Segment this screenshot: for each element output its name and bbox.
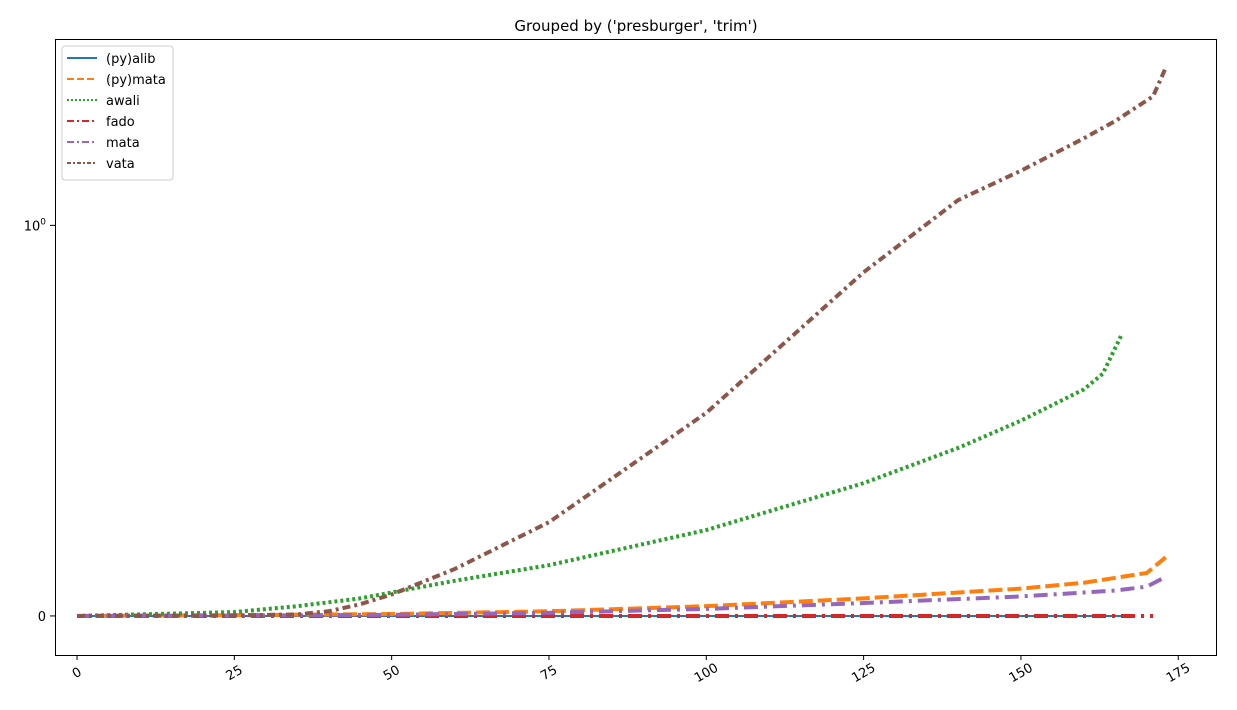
- legend: (py)alib (py)mata awali fado mata vata: [61, 45, 174, 181]
- series-line-mata: [77, 575, 1167, 618]
- legend-label: (py)alib: [106, 52, 156, 67]
- y-axis: 0 100: [24, 217, 55, 625]
- series-line-awali: [76, 333, 1124, 618]
- legend-label: fado: [106, 115, 135, 130]
- legend-label: awali: [106, 94, 140, 109]
- x-tick-label: 50: [381, 663, 403, 684]
- legend-label: vata: [106, 157, 135, 172]
- series-layer: [76, 67, 1168, 618]
- x-tick-label: 25: [224, 663, 246, 684]
- legend-label: mata: [106, 136, 140, 151]
- legend-label: (py)mata: [106, 73, 166, 88]
- y-tick-label: 0: [38, 610, 46, 625]
- plot-frame: [55, 39, 1217, 656]
- x-tick-label: 75: [538, 663, 560, 684]
- chart-title: Grouped by ('presburger', 'trim'): [514, 17, 757, 35]
- y-tick-label: 100: [24, 217, 47, 234]
- series-line-vata: [77, 67, 1168, 618]
